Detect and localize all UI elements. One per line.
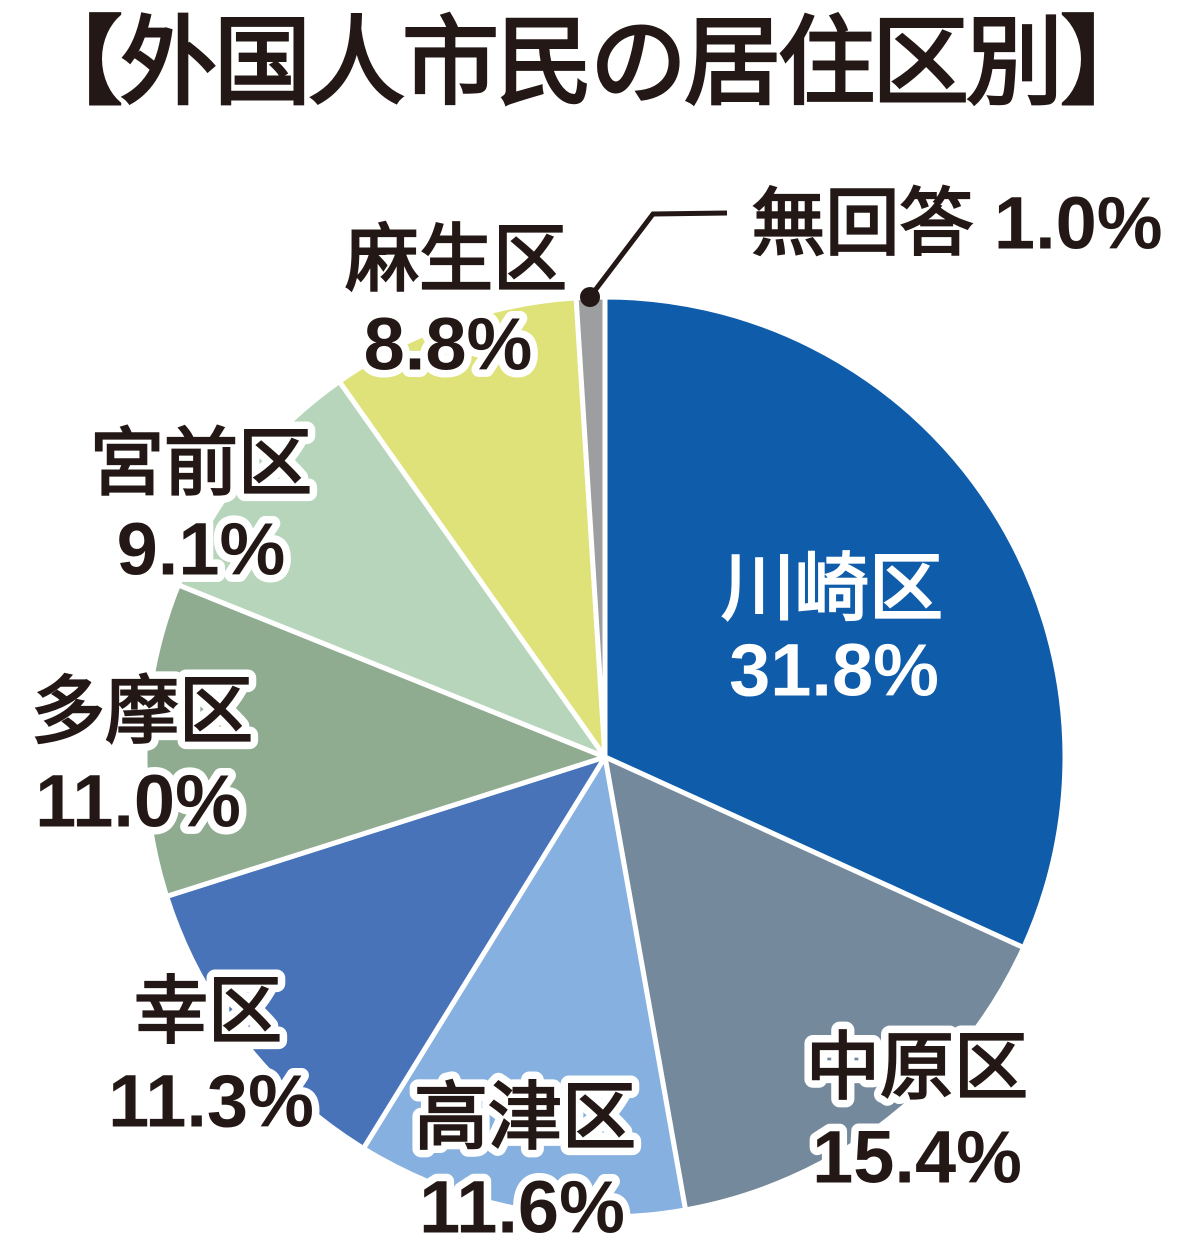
pie-slice-asao-ward — [336, 295, 608, 760]
slice-percent-asao-ward: 8.8% — [364, 303, 533, 386]
slice-percent-miyamae-ward: 9.1% — [117, 508, 286, 591]
page-title: 【外国人市民の居住区別】 — [26, 8, 1157, 117]
pie-slice-miyamae-ward — [175, 378, 608, 760]
pie-slice-tama-ward — [142, 582, 608, 899]
slice-percent-kawasaki-ward: 31.8% — [729, 629, 939, 712]
pie-slice-saiwai-ward — [164, 754, 608, 1151]
pie-slice-nakahara-ward — [602, 754, 1027, 1213]
callout-dot — [580, 287, 600, 307]
slice-label-asao-ward: 麻生区 — [345, 218, 567, 301]
slice-label-no-answer: 無回答 1.0% — [751, 182, 1162, 265]
slice-percent-nakahara-ward: 15.4% — [812, 1116, 1022, 1199]
slice-percent-takatsu-ward: 11.6% — [419, 1166, 625, 1249]
slice-label-takatsu-ward: 高津区 — [414, 1076, 636, 1159]
slice-label-tama-ward: 多摩区 — [31, 670, 253, 753]
slice-percent-tama-ward: 11.0% — [35, 760, 241, 843]
slice-label-saiwai-ward: 幸区 — [134, 970, 282, 1053]
pie-slice-takatsu-ward — [360, 754, 689, 1220]
slice-label-nakahara-ward: 中原区 — [806, 1026, 1028, 1109]
pie-slice-kawasaki-ward — [602, 294, 1068, 951]
slice-percent-saiwai-ward: 11.3% — [108, 1060, 314, 1143]
callout-leader-line — [588, 210, 728, 299]
slice-label-miyamae-ward: 宮前区 — [90, 422, 312, 505]
slice-label-kawasaki-ward: 川崎区 — [721, 547, 943, 630]
